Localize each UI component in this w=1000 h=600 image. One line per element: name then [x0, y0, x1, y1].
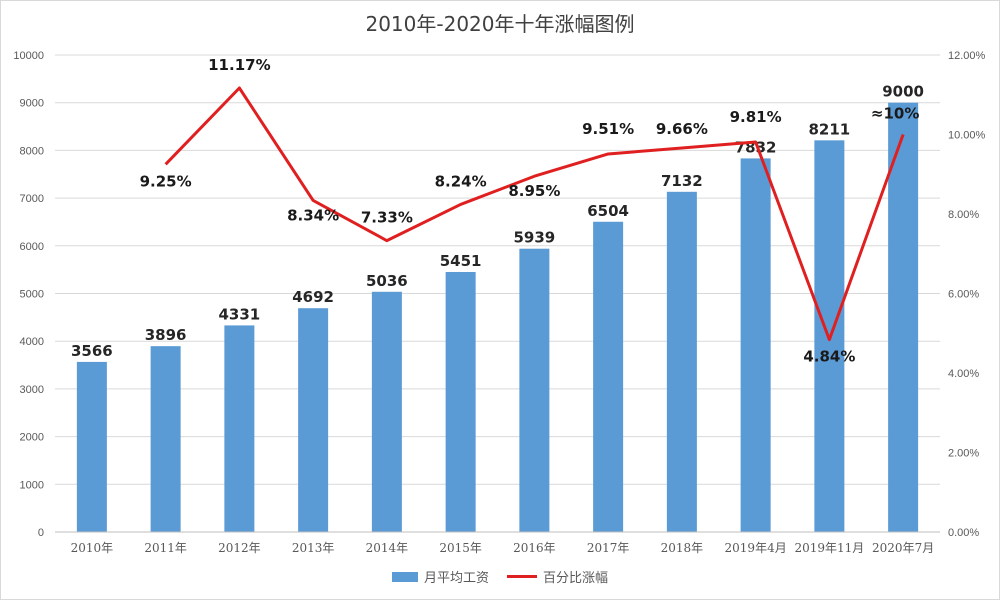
bar: [593, 221, 624, 532]
line-labels: 9.25% 11.17% 8.34% 7.33% 8.24% 8.95% 9.51% 9.66…: [140, 56, 920, 366]
y-left-tick-label: 9000: [20, 98, 44, 110]
y-right-tick-label: 2.00%: [948, 448, 979, 460]
line-series: [164, 86, 905, 342]
bar-value-label: 4692: [292, 288, 334, 306]
y-left-tick-label: 3000: [20, 384, 44, 396]
y-right-tick-label: 8.00%: [948, 209, 979, 221]
y-right-tick-label: 4.00%: [948, 368, 979, 380]
bar: [445, 271, 476, 532]
line-value-label: 11.17%: [208, 56, 270, 74]
line-value-label: 4.84%: [803, 348, 855, 366]
legend-label-bars: 月平均工资: [423, 571, 489, 586]
bar: [740, 158, 771, 532]
bar-labels: 3566389643314692503654515939650471327832…: [71, 83, 924, 360]
bar-value-label: 5451: [440, 252, 482, 270]
line-value-label: 9.66%: [656, 120, 708, 138]
line-value-label: 8.95%: [508, 182, 560, 200]
left-axis: 0 1000 2000 3000 4000 5000 6000 7000 8000 9000 100…: [13, 50, 44, 539]
bar-value-label: 3896: [145, 326, 187, 344]
y-right-tick-label: 12.00%: [948, 50, 986, 62]
bar-value-label: 6504: [587, 202, 629, 220]
line-value-label: 9.25%: [140, 172, 192, 190]
bar-value-label: 3566: [71, 342, 113, 360]
bar: [666, 191, 697, 533]
line-value-label: 7.33%: [361, 209, 413, 227]
bar-value-label: 9000: [882, 83, 924, 101]
right-axis: 0.00% 2.00% 4.00% 6.00% 8.00% 10.00% 12.00%: [948, 50, 986, 539]
legend-item-line: 百分比涨幅: [507, 567, 608, 586]
y-left-tick-label: 0: [38, 527, 44, 539]
y-left-tick-label: 1000: [20, 479, 44, 491]
legend: 月平均工资 百分比涨幅: [0, 567, 1000, 586]
bar-value-label: 8211: [809, 120, 851, 138]
y-right-tick-label: 10.00%: [948, 130, 986, 142]
y-left-tick-label: 6000: [20, 241, 44, 253]
x-tick-label: 2015年: [439, 541, 482, 555]
bar-series: [76, 102, 919, 533]
x-tick-label: 2014年: [366, 541, 409, 555]
grid-lines: [55, 54, 940, 533]
bar-value-label: 5036: [366, 272, 408, 290]
line-value-label: 8.24%: [435, 172, 487, 190]
bar-value-label: 7132: [661, 172, 703, 190]
line-path: [164, 86, 905, 342]
x-tick-label: 2012年: [218, 541, 261, 555]
x-axis: 2010年 2011年 2012年 2013年 2014年 2015年 2016年 2017年…: [55, 531, 940, 555]
legend-item-bars: 月平均工资: [391, 567, 489, 586]
bar-value-label: 5939: [514, 229, 556, 247]
line-value-label: 9.51%: [582, 120, 634, 138]
legend-label-line: 百分比涨幅: [543, 571, 609, 586]
y-left-tick-label: 10000: [13, 50, 44, 62]
x-tick-label: 2016年: [513, 541, 556, 555]
x-tick-label: 2013年: [292, 541, 335, 555]
bar: [888, 102, 919, 532]
line-value-label: 8.34%: [287, 206, 339, 224]
y-left-tick-label: 8000: [20, 145, 44, 157]
y-left-tick-label: 7000: [20, 193, 44, 205]
x-tick-label: 2010年: [71, 541, 114, 555]
x-tick-label: 2020年7月: [872, 541, 934, 555]
x-tick-label: 2017年: [587, 541, 630, 555]
x-tick-label: 2018年: [661, 541, 704, 555]
bar: [298, 308, 329, 532]
x-tick-label: 2011年: [144, 541, 187, 555]
bar: [371, 291, 402, 532]
line-value-label: ≈10%: [871, 105, 919, 123]
y-right-tick-label: 6.00%: [948, 289, 979, 301]
bar: [224, 325, 255, 532]
legend-swatch-line: [507, 575, 537, 578]
chart-title: 2010年-2020年十年涨幅图例: [365, 12, 635, 36]
bar-value-label: 4331: [219, 305, 261, 323]
bar: [76, 361, 107, 532]
y-left-tick-label: 4000: [20, 336, 44, 348]
line-value-label: 9.81%: [730, 108, 782, 126]
bar: [519, 248, 550, 532]
y-left-tick-label: 2000: [20, 432, 44, 444]
legend-swatch-bars: [391, 571, 418, 582]
y-right-tick-label: 0.00%: [948, 527, 979, 539]
y-left-tick-label: 5000: [20, 289, 44, 301]
bar: [150, 346, 181, 532]
x-tick-label: 2019年4月: [725, 541, 787, 555]
x-tick-label: 2019年11月: [794, 541, 864, 555]
